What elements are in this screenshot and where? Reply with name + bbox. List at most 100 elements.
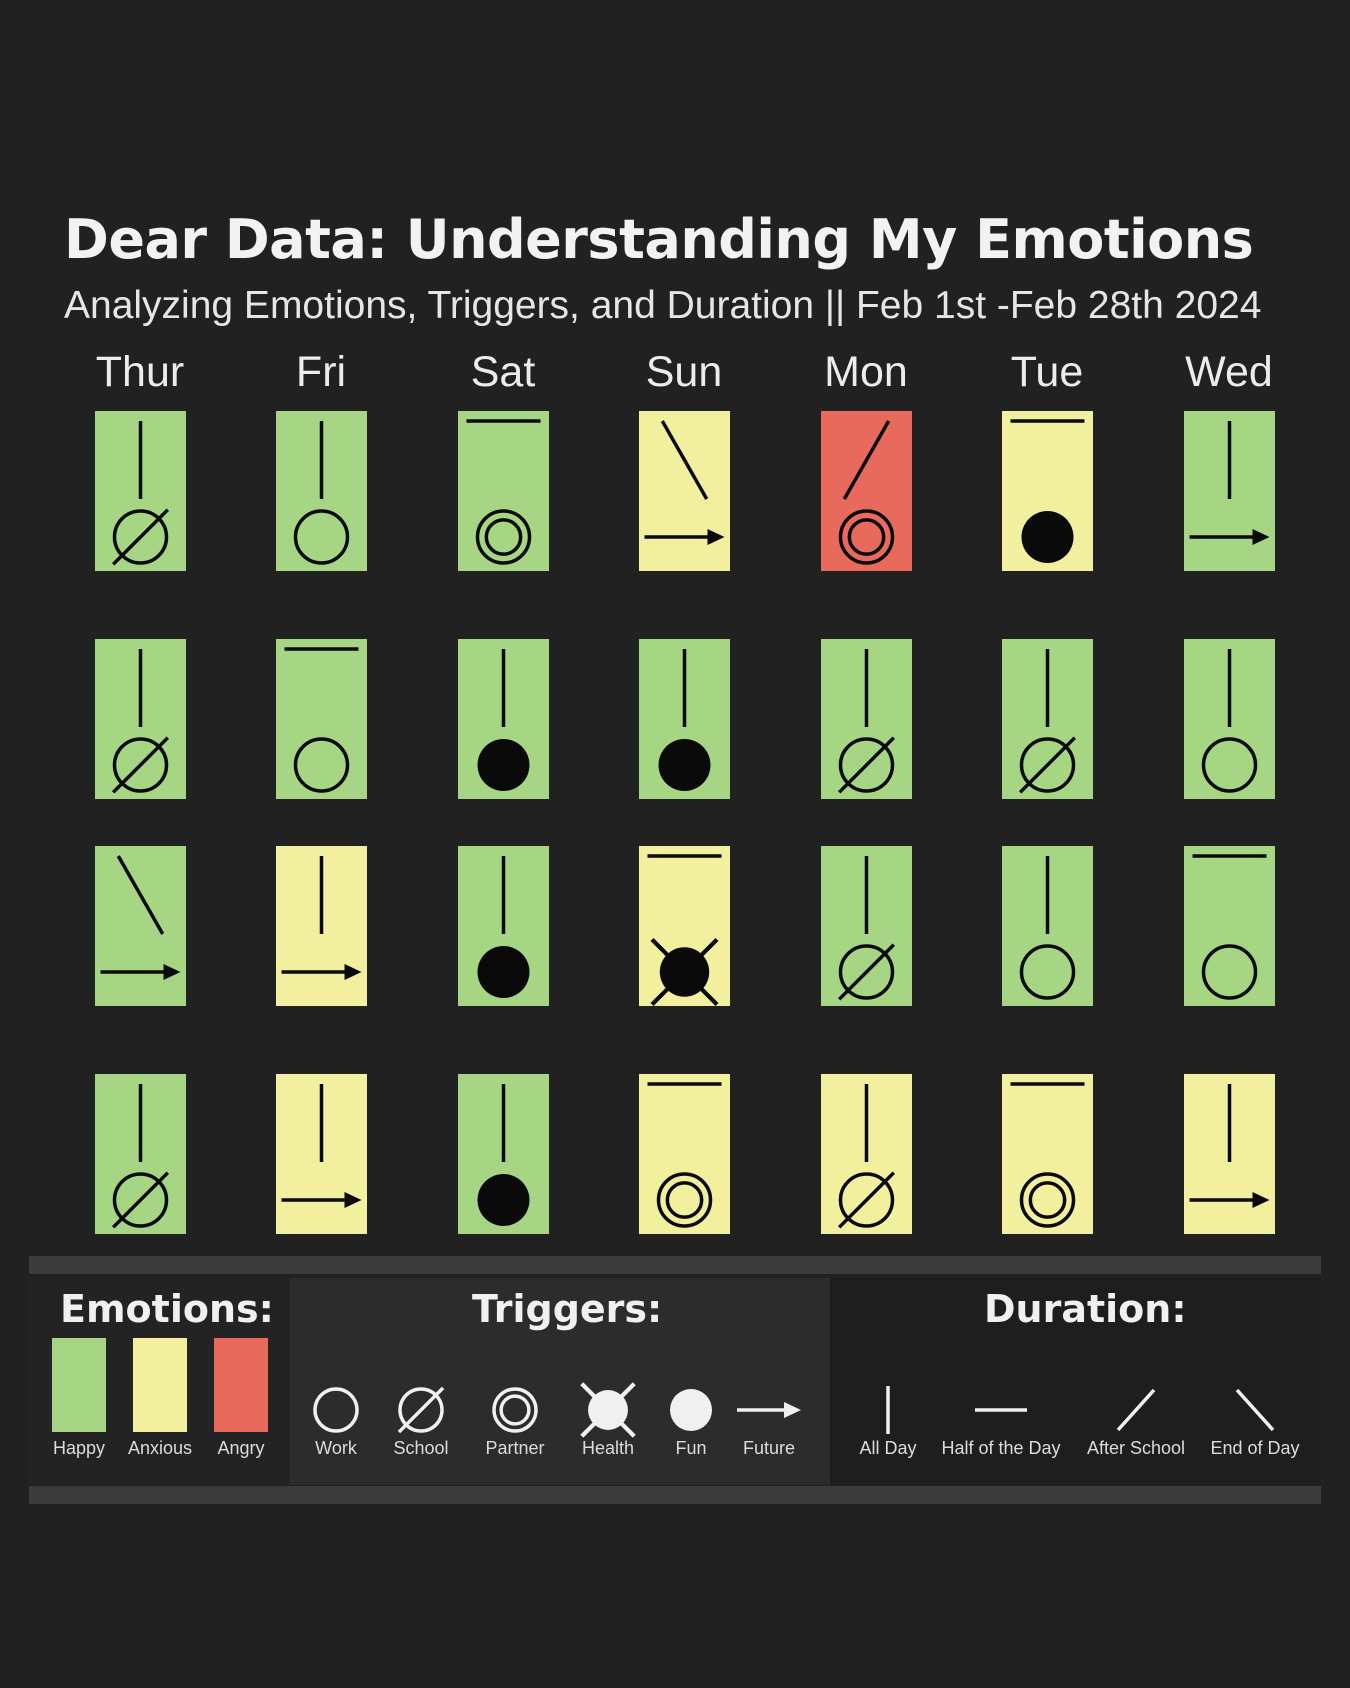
day-label-wed: Wed	[1185, 348, 1273, 396]
emotion-card	[1183, 1074, 1275, 1234]
trigger-school-icon	[111, 508, 169, 566]
legend-triggers-heading: Triggers:	[472, 1287, 663, 1331]
trigger-work-icon	[1201, 944, 1257, 1000]
emotion-anxious-fill	[1001, 1074, 1093, 1234]
emotion-card	[457, 639, 549, 799]
emotion-happy-fill	[1183, 846, 1275, 1006]
trigger-fun-icon	[477, 1174, 529, 1226]
legend-label-work: Work	[315, 1438, 357, 1458]
emotion-card	[94, 846, 186, 1006]
trigger-partner-icon	[475, 509, 531, 565]
legend-trigger-school	[397, 1386, 445, 1434]
legend-label-future: Future	[742, 1438, 796, 1458]
trigger-partner-icon	[492, 1387, 538, 1433]
emotion-card	[94, 411, 186, 571]
trigger-fun-icon	[477, 739, 529, 791]
legend-label-half-day: Half of the Day	[941, 1438, 1061, 1458]
trigger-school-icon	[111, 736, 169, 794]
emotion-card	[94, 1074, 186, 1234]
legend-duration-panel	[830, 1278, 1321, 1485]
emotion-card	[1183, 411, 1275, 571]
emotion-card	[1001, 639, 1093, 799]
legend-label-school: School	[393, 1438, 449, 1458]
trigger-fun-icon	[1021, 511, 1073, 563]
legend-duration-after-school	[1116, 1388, 1156, 1432]
trigger-future-icon	[281, 964, 361, 980]
trigger-health-icon	[580, 1382, 636, 1438]
emotion-card	[457, 846, 549, 1006]
legend-duration-half-day	[975, 1408, 1027, 1412]
legend-label-angry: Angry	[217, 1438, 265, 1458]
legend-duration-heading: Duration:	[984, 1287, 1187, 1331]
emotion-card	[1001, 1074, 1093, 1234]
trigger-school-icon	[837, 1171, 895, 1229]
trigger-future-icon	[100, 964, 180, 980]
emotion-card	[820, 639, 912, 799]
page-subtitle: Analyzing Emotions, Triggers, and Durati…	[64, 284, 1262, 327]
legend-label-health: Health	[581, 1438, 635, 1458]
emotion-card	[457, 1074, 549, 1234]
legend-trigger-work	[313, 1387, 359, 1433]
trigger-fun-icon	[670, 1389, 712, 1431]
legend-label-all-day: All Day	[859, 1438, 917, 1458]
emotion-card	[820, 846, 912, 1006]
duration-end-of-day-icon	[660, 420, 708, 500]
emotion-card	[638, 846, 730, 1006]
legend-swatch-happy	[52, 1338, 106, 1432]
emotion-card	[638, 1074, 730, 1234]
trigger-future-icon	[1189, 529, 1269, 545]
legend-label-happy: Happy	[52, 1438, 106, 1458]
trigger-school-icon	[111, 1171, 169, 1229]
trigger-work-icon	[313, 1387, 359, 1433]
emotion-happy-fill	[457, 411, 549, 571]
emotion-card	[1183, 846, 1275, 1006]
trigger-future-icon	[1189, 1192, 1269, 1208]
emotion-card	[638, 411, 730, 571]
day-label-thur: Thur	[95, 348, 185, 396]
emotion-card	[457, 411, 549, 571]
day-label-sat: Sat	[470, 348, 536, 396]
legend-trigger-future	[737, 1402, 801, 1418]
trigger-school-icon	[837, 736, 895, 794]
duration-after-school-icon	[1116, 1388, 1156, 1432]
trigger-work-icon	[1201, 737, 1257, 793]
emotion-card	[820, 411, 912, 571]
divider-bottom	[29, 1486, 1321, 1504]
duration-after-school-icon	[842, 420, 890, 500]
trigger-future-icon	[737, 1402, 801, 1418]
trigger-partner-icon	[838, 509, 894, 565]
trigger-fun-icon	[658, 739, 710, 791]
legend-triggers-panel	[290, 1278, 830, 1485]
duration-end-of-day-icon	[1235, 1388, 1275, 1432]
page-title: Dear Data: Understanding My Emotions	[64, 208, 1254, 271]
emotion-card	[1183, 639, 1275, 799]
emotion-card	[275, 411, 367, 571]
trigger-partner-icon	[1019, 1172, 1075, 1228]
trigger-partner-icon	[656, 1172, 712, 1228]
trigger-school-icon	[397, 1386, 445, 1434]
emotion-card	[638, 639, 730, 799]
duration-end-of-day-icon	[116, 855, 164, 935]
emotion-happy-fill	[94, 846, 186, 1006]
emotion-angry-fill	[820, 411, 912, 571]
legend-trigger-health	[580, 1382, 636, 1438]
legend-label-end-of-day: End of Day	[1210, 1438, 1300, 1458]
legend-label-anxious: Anxious	[127, 1438, 193, 1458]
emotion-anxious-fill	[638, 411, 730, 571]
trigger-school-icon	[837, 943, 895, 1001]
emotion-card	[275, 1074, 367, 1234]
emotion-card	[94, 639, 186, 799]
legend-duration-end-of-day	[1235, 1388, 1275, 1432]
emotion-card	[820, 1074, 912, 1234]
trigger-work-icon	[293, 737, 349, 793]
legend-swatch-angry	[214, 1338, 268, 1432]
legend-emotions-heading: Emotions:	[60, 1287, 274, 1331]
day-label-sun: Sun	[645, 348, 723, 396]
emotion-card	[275, 846, 367, 1006]
legend-swatch-anxious	[133, 1338, 187, 1432]
trigger-school-icon	[1018, 736, 1076, 794]
divider-top	[29, 1256, 1321, 1274]
legend-label-after-school: After School	[1086, 1438, 1186, 1458]
legend-label-partner: Partner	[485, 1438, 545, 1458]
legend-duration-all-day	[886, 1386, 890, 1434]
